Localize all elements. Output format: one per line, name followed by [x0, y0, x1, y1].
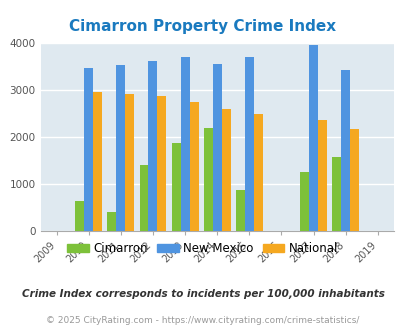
- Bar: [93, 92, 102, 231]
- Bar: [221, 109, 230, 231]
- Bar: [331, 157, 340, 231]
- Bar: [253, 114, 262, 231]
- Bar: [171, 143, 180, 231]
- Bar: [75, 201, 84, 231]
- Bar: [203, 128, 212, 231]
- Legend: Cimarron, New Mexico, National: Cimarron, New Mexico, National: [63, 237, 342, 260]
- Bar: [349, 129, 358, 231]
- Bar: [308, 45, 317, 231]
- Bar: [299, 172, 308, 231]
- Bar: [244, 56, 253, 231]
- Bar: [317, 119, 326, 231]
- Bar: [148, 61, 157, 231]
- Bar: [189, 102, 198, 231]
- Bar: [180, 56, 189, 231]
- Bar: [139, 165, 148, 231]
- Text: © 2025 CityRating.com - https://www.cityrating.com/crime-statistics/: © 2025 CityRating.com - https://www.city…: [46, 315, 359, 325]
- Bar: [107, 212, 116, 231]
- Text: Crime Index corresponds to incidents per 100,000 inhabitants: Crime Index corresponds to incidents per…: [21, 289, 384, 299]
- Bar: [235, 190, 244, 231]
- Bar: [340, 70, 349, 231]
- Bar: [157, 96, 166, 231]
- Bar: [212, 64, 221, 231]
- Bar: [116, 65, 125, 231]
- Bar: [84, 68, 93, 231]
- Bar: [125, 94, 134, 231]
- Text: Cimarron Property Crime Index: Cimarron Property Crime Index: [69, 19, 336, 34]
